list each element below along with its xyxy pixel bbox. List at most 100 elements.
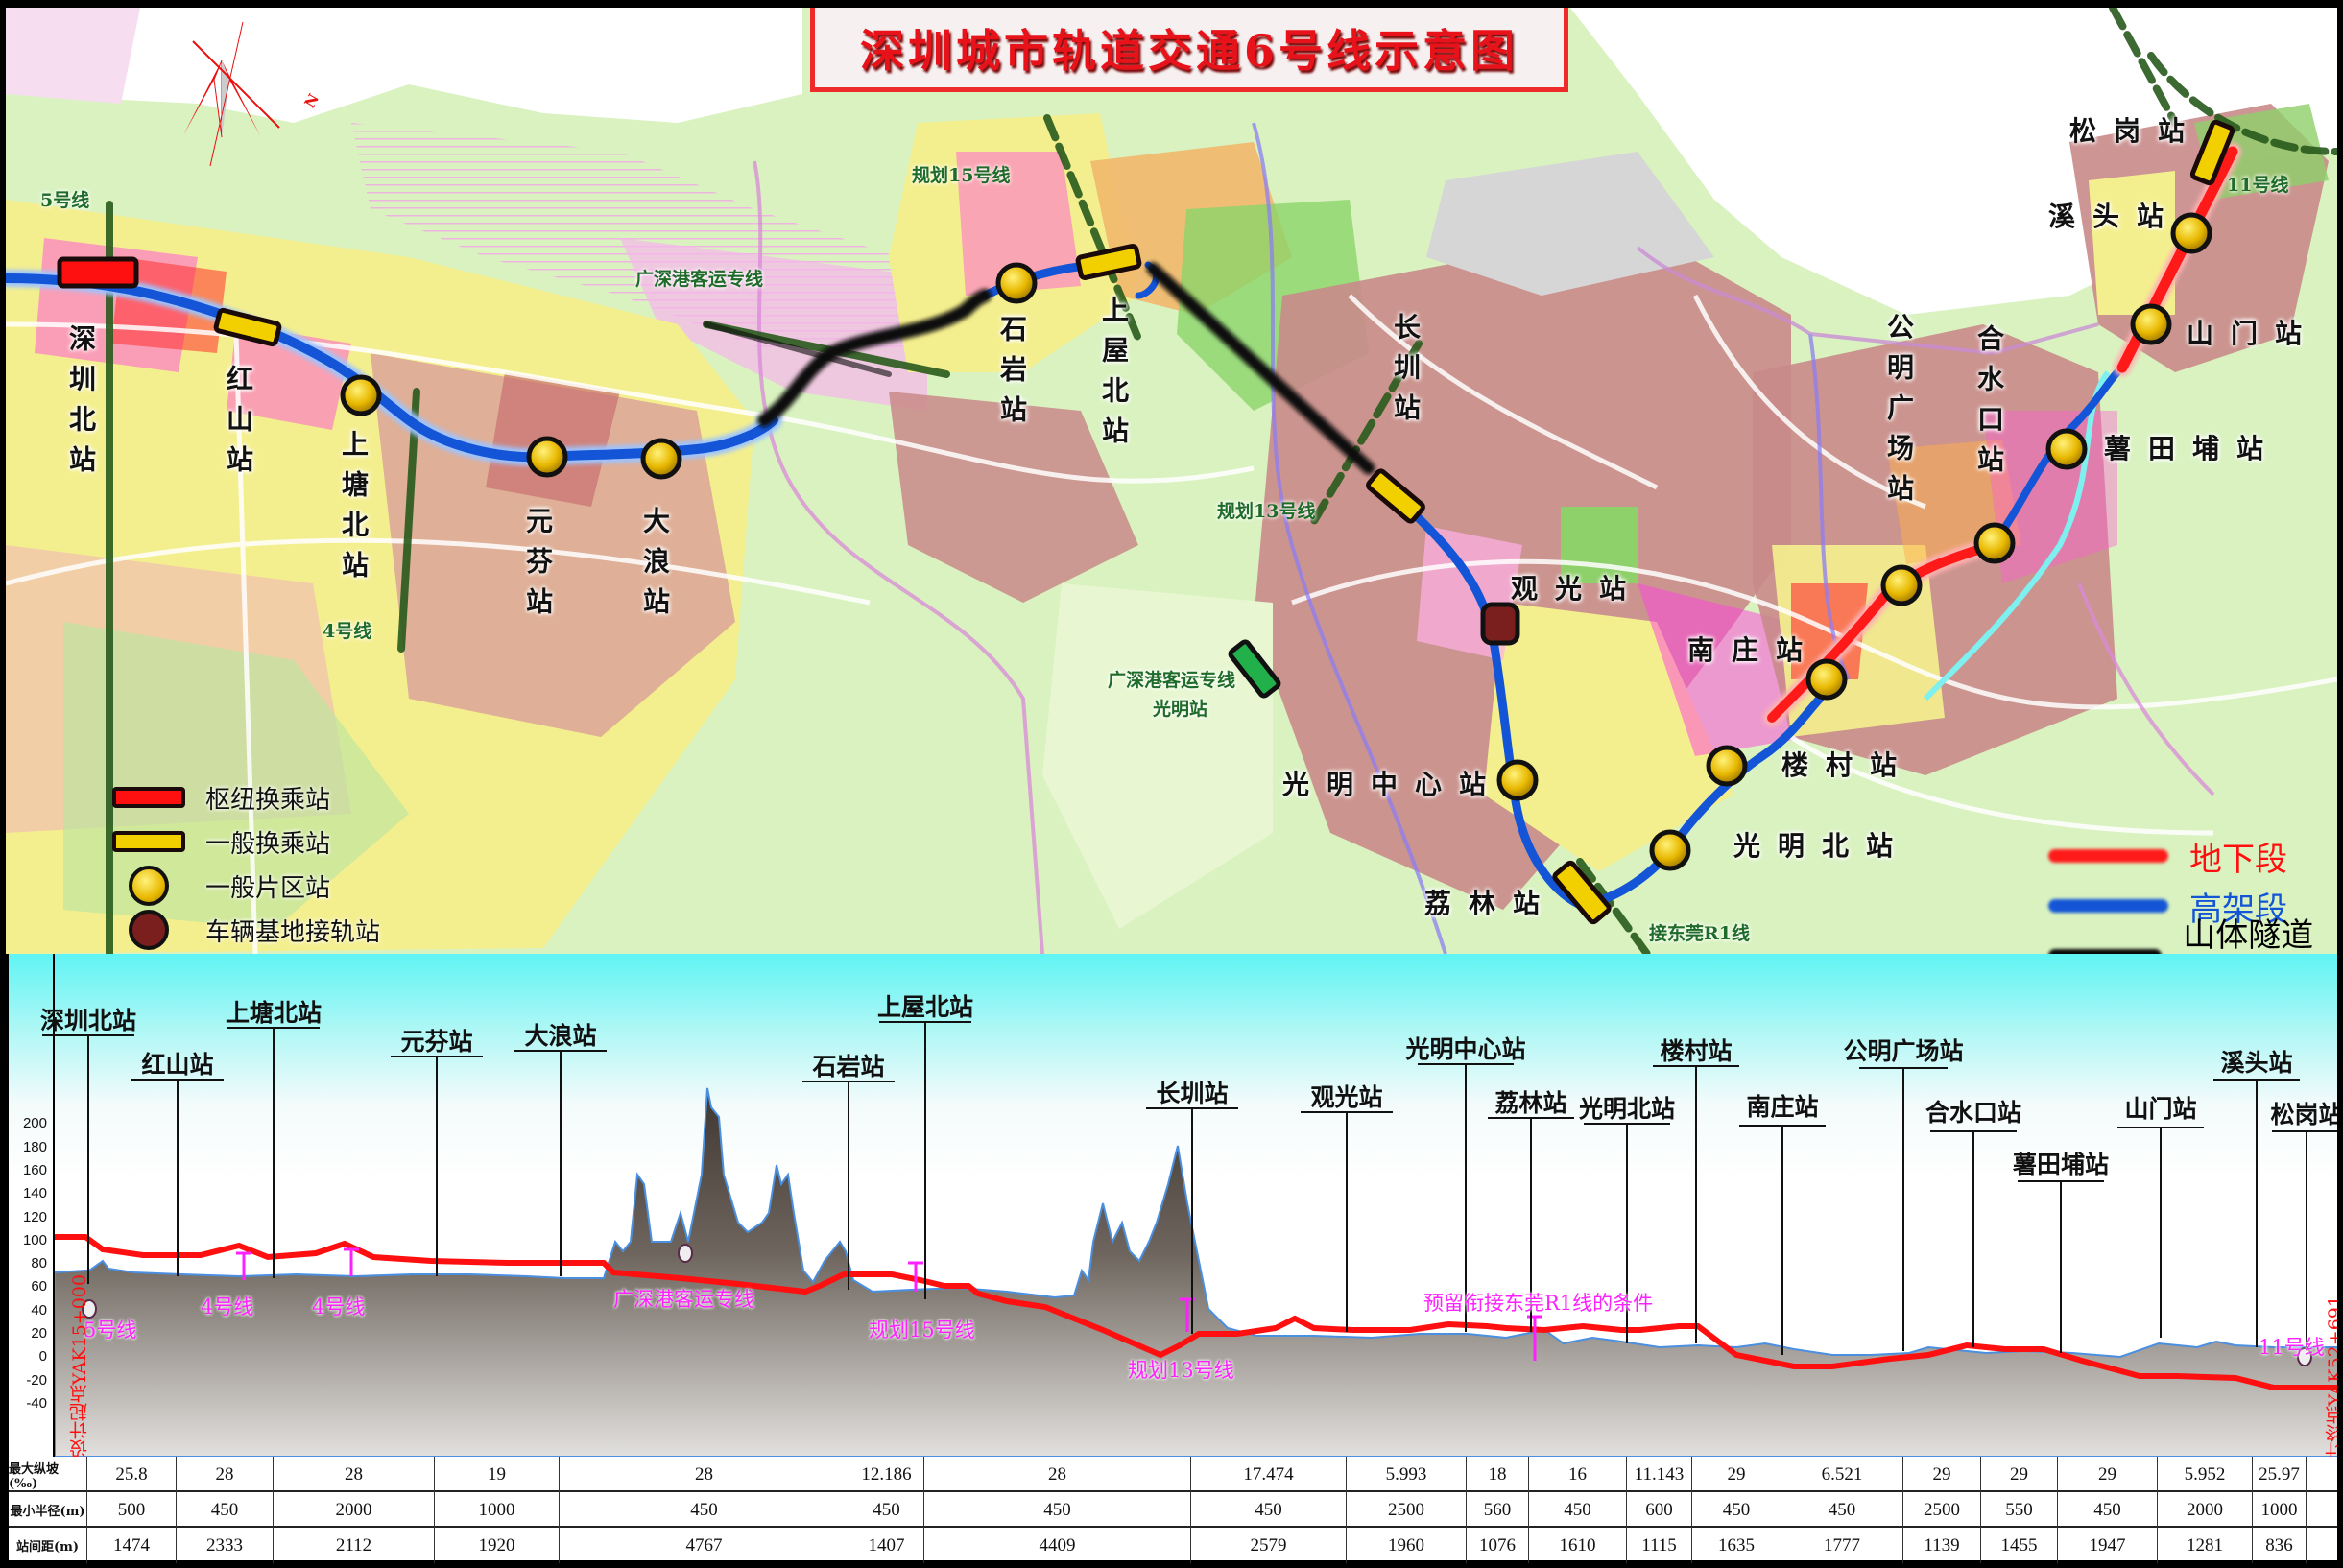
map-line-label: 5号线 (40, 190, 90, 211)
y-tick: 0 (38, 1348, 47, 1365)
table-cell: 1635 (1692, 1528, 1781, 1563)
table-cell: 25.8 (87, 1457, 177, 1492)
profile-station-label: 石岩站 (812, 1053, 885, 1081)
station-stem (273, 1027, 275, 1278)
profile-station-label: 深圳北站 (39, 1007, 137, 1034)
station-stem (848, 1081, 849, 1290)
y-tick: 20 (31, 1325, 47, 1342)
map-line-label: 4号线 (323, 621, 372, 642)
table-cell: 450 (1191, 1492, 1347, 1528)
table-cell: 28 (177, 1457, 274, 1492)
profile-station-label: 上塘北站 (225, 999, 323, 1027)
table-cell: 550 (1981, 1492, 2058, 1528)
map-station-label: 深圳北站 (65, 324, 97, 486)
table-cell: 17.474 (1191, 1457, 1347, 1492)
table-cell: 1960 (1347, 1528, 1467, 1563)
table-cell: 560 (1467, 1492, 1529, 1528)
profile-annotation: 11号线 (2259, 1336, 2325, 1359)
start-chainage-label: 设计起点YAK15+000 (69, 1274, 90, 1457)
map-station-label: 薯田埔站 (2104, 433, 2282, 464)
table-cell: 6.521 (1781, 1457, 1903, 1492)
elevation-axis: 200 180 160 140 120 100 80 60 40 20 0 -2… (9, 954, 55, 1457)
map-station-label: 长圳站 (1390, 313, 1422, 434)
table-cell: 29 (2058, 1457, 2158, 1492)
hub-station-shenzhen-north (57, 256, 139, 289)
y-tick: -40 (26, 1395, 47, 1412)
table-cell: 1115 (1627, 1528, 1692, 1563)
profile-station-label: 山门站 (2124, 1095, 2197, 1123)
station-stem (1465, 1063, 1467, 1332)
depot-station-icon (129, 910, 169, 950)
legend-item-elevated: 高架段 (2048, 881, 2337, 931)
table-cell: 29 (1903, 1457, 1981, 1492)
table-cell: 1281 (2158, 1528, 2253, 1563)
map-station-label: 南庄站 (1687, 634, 1821, 666)
table-row-max-gradient: 最大纵坡(‰) 25.8 28 28 19 28 12.186 28 17.47… (9, 1457, 2337, 1492)
table-cell: 4767 (560, 1528, 849, 1563)
profile-station-label: 薯田埔站 (2012, 1151, 2110, 1178)
technical-parameters-table: 最大纵坡(‰) 25.8 28 28 19 28 12.186 28 17.47… (6, 1457, 2337, 1564)
table-cell: 1000 (435, 1492, 560, 1528)
table-cell: 500 (87, 1492, 177, 1528)
profile-annotation: 广深港客运专线 (613, 1288, 754, 1311)
y-tick: 200 (22, 1115, 47, 1131)
profile-station-label: 上屋北站 (876, 993, 974, 1021)
tunnel-line-icon (2048, 949, 2163, 954)
profile-station-label: 荔林站 (1494, 1089, 1567, 1117)
table-cell: 29 (1981, 1457, 2058, 1492)
map-station-label: 上塘北站 (338, 430, 370, 591)
profile-station-label: 楼村站 (1660, 1037, 1733, 1065)
station-stem (87, 1034, 89, 1284)
transfer-station-icon (112, 831, 185, 852)
track-type-legend: 地下段 高架段 山体隧道段 (2048, 831, 2337, 954)
map-line-label: 光明站 (1153, 699, 1208, 720)
station-stem (436, 1056, 438, 1276)
table-cell: 836 (2253, 1528, 2307, 1563)
map-station-label: 合水口站 (1973, 324, 2005, 486)
map-station-label: 公明广场站 (1883, 313, 1915, 514)
table-cell: 2112 (274, 1528, 435, 1563)
map-background (6, 8, 2337, 954)
table-cell: 18 (1467, 1457, 1529, 1492)
map-station-label: 观光站 (1511, 573, 1644, 605)
profile-station-label: 光明北站 (1578, 1095, 1676, 1123)
map-station-label: 光明中心站 (1282, 769, 1504, 800)
map-line-label: 接东莞R1线 (1649, 923, 1751, 944)
map-line-label: 规划15号线 (912, 165, 1011, 186)
profile-annotation: 4号线 (201, 1295, 254, 1319)
row-header: 最小半径(m) (9, 1492, 87, 1528)
table-cell: 1947 (2058, 1528, 2158, 1563)
profile-annotation: 规划15号线 (869, 1319, 975, 1342)
station-stem (1902, 1067, 1904, 1351)
map-station-label: 光明北站 (1733, 830, 1911, 862)
table-cell: 1000 (2253, 1492, 2307, 1528)
table-cell: 1610 (1529, 1528, 1627, 1563)
end-chainage-label: 设计终点YAK52+691 (2325, 1295, 2337, 1457)
profile-station-label: 元芬站 (400, 1028, 473, 1056)
legend-item-transfer: 一般换乘站 (106, 820, 380, 864)
table-cell: 450 (560, 1492, 849, 1528)
table-cell: 28 (924, 1457, 1191, 1492)
table-cell: 25.97 (2253, 1457, 2307, 1492)
row-header: 站间距(m) (9, 1528, 87, 1563)
table-cell: 19 (435, 1457, 560, 1492)
profile-station-label: 红山站 (141, 1051, 214, 1079)
table-row-min-radius: 最小半径(m) 500 450 2000 1000 450 450 450 45… (9, 1492, 2337, 1528)
station-stem (560, 1050, 562, 1276)
profile-annotation: 5号线 (84, 1319, 137, 1342)
map-station-label: 溪头站 (2048, 201, 2182, 232)
map-station-label: 荔林站 (1424, 888, 1558, 919)
table-cell: 16 (1529, 1457, 1627, 1492)
station-stem (2160, 1127, 2162, 1338)
table-cell: 2000 (274, 1492, 435, 1528)
y-tick: 120 (22, 1209, 47, 1225)
regular-station-icon (129, 866, 169, 906)
table-cell: 4409 (924, 1528, 1191, 1563)
profile-station-label: 南庄站 (1746, 1093, 1819, 1121)
table-cell: 450 (1529, 1492, 1627, 1528)
map-station-label: 元芬站 (522, 507, 554, 628)
legend-item-station: 一般片区站 (106, 864, 380, 908)
table-cell: 2500 (1347, 1492, 1467, 1528)
y-tick: 180 (22, 1139, 47, 1155)
hub-station-icon (112, 787, 185, 808)
